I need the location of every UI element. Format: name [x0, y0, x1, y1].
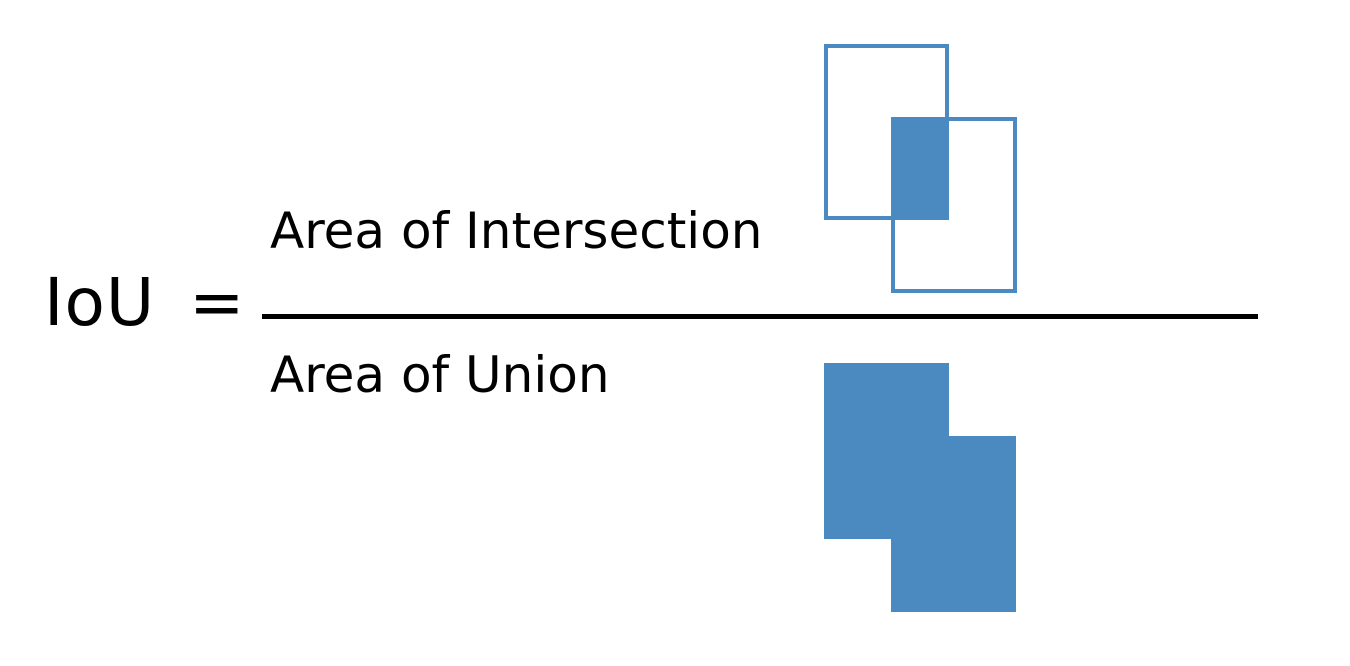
denominator-label: Area of Union — [270, 346, 610, 404]
box-b-outline — [891, 117, 1017, 293]
fraction-bar — [262, 314, 1258, 319]
box-a-outline — [824, 44, 949, 220]
equals-sign: = — [189, 264, 246, 341]
iou-lhs: IoU = — [44, 270, 245, 336]
iou-symbol: IoU — [44, 264, 156, 341]
union-shape — [824, 363, 1016, 612]
numerator-label: Area of Intersection — [270, 202, 763, 260]
intersection-fill — [893, 118, 949, 219]
